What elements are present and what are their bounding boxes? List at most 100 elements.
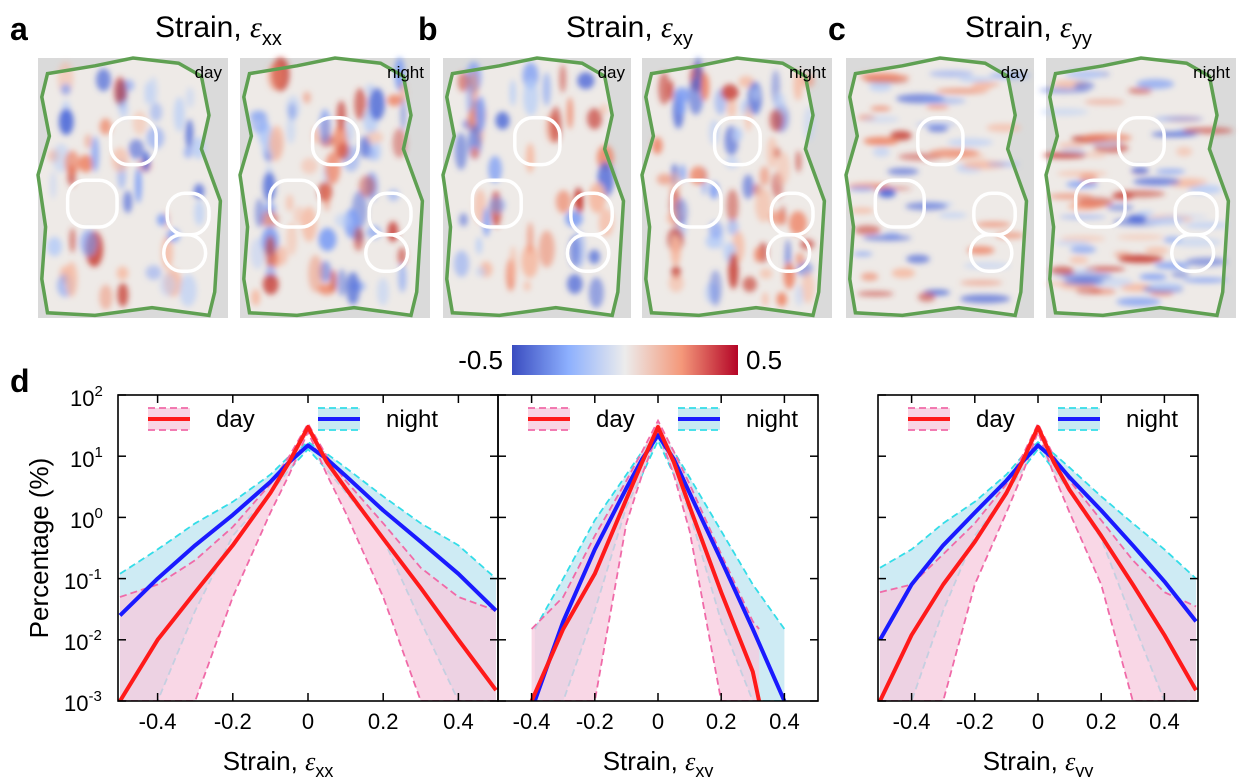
strain-blob <box>928 148 980 158</box>
map-tag-night: night <box>1193 63 1230 82</box>
night-line <box>532 433 787 701</box>
day-band-edge <box>119 421 497 612</box>
grain-outline <box>65 178 119 229</box>
strain-blob <box>1060 235 1106 243</box>
plot-area <box>878 421 1198 701</box>
strain-blob <box>1073 81 1095 91</box>
strain-blob <box>84 134 93 149</box>
strain-blob <box>262 171 276 202</box>
distribution-plot: -0.4 -0.2 0 0.2 0.4 day night <box>877 394 1199 734</box>
grain-outline <box>916 116 965 167</box>
strain-blob <box>738 76 755 88</box>
strain-blob <box>336 269 347 297</box>
panel-label-d: d <box>10 363 30 399</box>
strain-blob <box>869 82 892 92</box>
strain-blob <box>1058 142 1085 149</box>
strain-blob <box>453 250 470 278</box>
legend-label-day: day <box>596 406 635 433</box>
strain-blob <box>859 74 910 81</box>
strain-blob <box>47 236 62 257</box>
strain-blob <box>318 227 337 252</box>
strain-blob <box>1054 240 1091 246</box>
strain-blob <box>183 146 193 159</box>
sample-outline <box>36 56 223 318</box>
strain-blob <box>727 219 739 236</box>
legend: day night <box>908 406 1178 433</box>
strain-blob <box>69 227 76 253</box>
strain-blob <box>915 122 957 127</box>
panel-label-c: c <box>828 11 846 47</box>
strain-blob <box>742 174 754 200</box>
strain-blob <box>64 150 80 176</box>
strain-blob <box>179 274 197 307</box>
strain-blob <box>367 147 376 161</box>
strain-blob <box>285 194 294 212</box>
x-tick-label: -0.4 <box>139 709 177 734</box>
strain-blob <box>523 280 531 292</box>
strain-blob <box>667 80 675 101</box>
strain-blob <box>769 108 784 132</box>
y-tick-labels: 102 101 100 10-1 10-2 10-3 <box>64 383 103 716</box>
strain-map: day <box>844 56 1034 318</box>
strain-blob <box>555 190 572 214</box>
strain-blob <box>473 189 487 225</box>
grain-outline <box>1170 233 1216 273</box>
strain-blob <box>577 72 595 90</box>
strain-blob <box>588 182 606 214</box>
strain-blob <box>264 235 276 269</box>
strain-blob <box>679 164 686 182</box>
strain-blob <box>65 261 78 297</box>
strain-blob <box>677 101 686 115</box>
strain-blob <box>353 226 364 252</box>
strain-blob <box>795 150 802 173</box>
map-title-yy: Strain, εyy <box>965 11 1092 50</box>
strain-blob <box>1176 146 1193 157</box>
strain-blob <box>387 221 399 243</box>
strain-blob <box>1075 286 1103 295</box>
strain-blob <box>91 136 100 173</box>
strain-blob <box>523 78 539 116</box>
grain-outline <box>565 233 611 273</box>
strain-blob <box>1118 254 1164 263</box>
day-band <box>531 420 760 701</box>
strain-blob <box>366 131 384 144</box>
strain-blob <box>308 254 323 293</box>
legend-swatch-day <box>148 407 190 431</box>
map-tag-night: night <box>789 63 826 82</box>
strain-blob <box>145 265 162 280</box>
strain-blob <box>1184 221 1229 229</box>
strain-blob <box>527 222 534 254</box>
strain-blob <box>970 82 993 91</box>
strain-blob <box>652 136 663 155</box>
strain-blob <box>670 235 681 266</box>
strain-blob <box>301 157 318 175</box>
day-band-edge <box>120 429 496 701</box>
grain-outline <box>364 233 410 273</box>
grain-outline <box>1116 116 1166 167</box>
strain-blob <box>302 91 311 104</box>
strain-blob <box>776 151 790 185</box>
strain-blob <box>848 186 875 191</box>
strain-blob <box>250 237 265 270</box>
map-title-xy: Strain, εxy <box>566 11 693 50</box>
strain-blob <box>1155 168 1186 175</box>
strain-texture <box>848 70 1031 304</box>
strain-blob <box>675 198 688 226</box>
strain-blob <box>262 274 279 295</box>
strain-blob <box>250 111 268 134</box>
strain-blob <box>759 268 773 279</box>
strain-blob <box>966 246 995 255</box>
strain-blob <box>149 102 163 122</box>
grain-outline <box>162 233 208 273</box>
strain-blob <box>959 294 1011 304</box>
colorbar-max-label: 0.5 <box>746 345 782 375</box>
legend-swatch-day <box>528 407 570 431</box>
panel-label-b: b <box>418 11 438 47</box>
strain-blob <box>857 291 894 297</box>
strain-blob <box>346 271 360 306</box>
strain-blob <box>1091 277 1133 287</box>
strain-blob <box>116 266 129 280</box>
strain-blob <box>658 72 671 105</box>
strain-blob <box>334 213 352 228</box>
strain-blob <box>194 200 205 226</box>
